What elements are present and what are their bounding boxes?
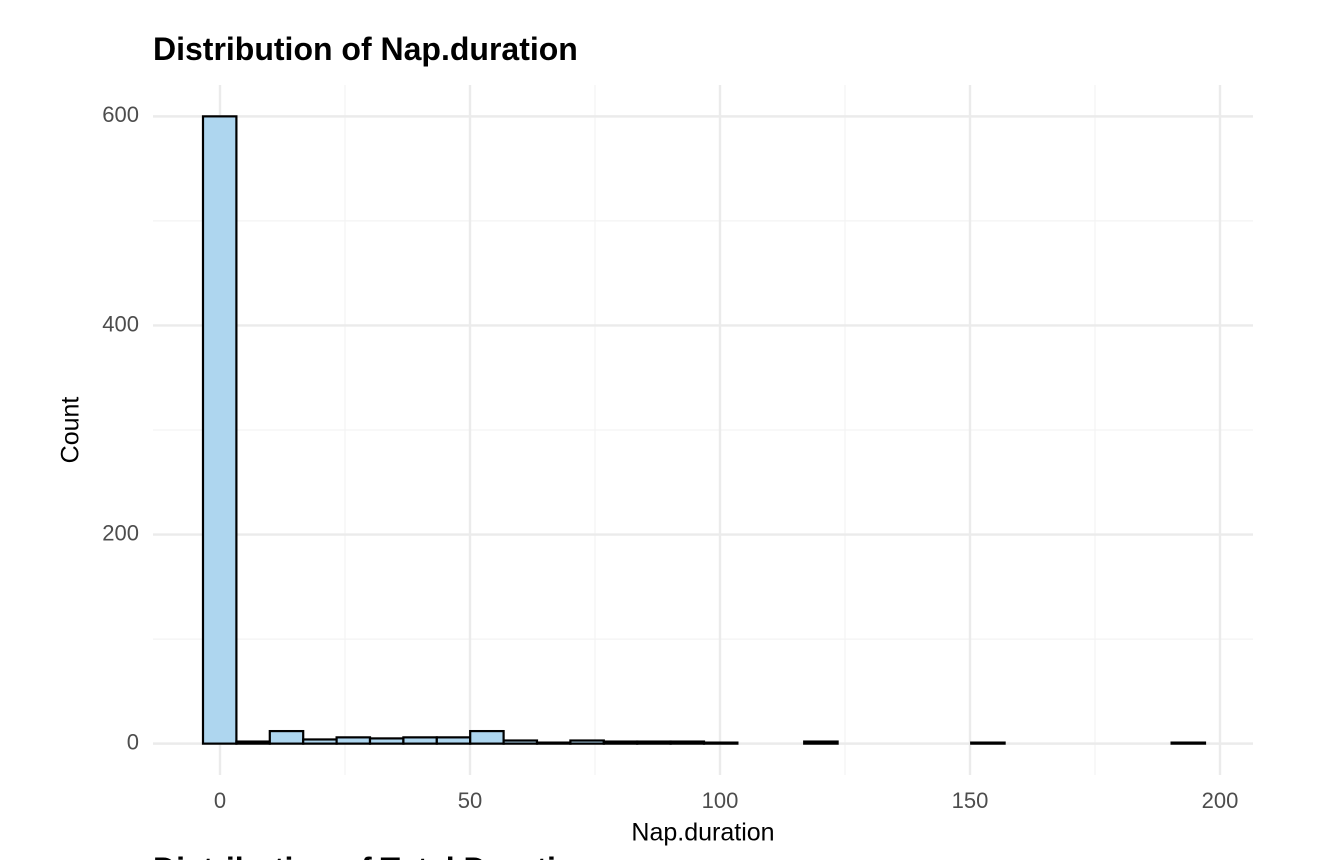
y-tick-label: 400 [102,311,139,336]
histogram-bar [268,729,305,745]
histogram-bar [602,740,639,745]
next-chart-title: Distribution of Total Duration [153,851,595,860]
histogram-bar [302,738,338,745]
histogram-bar [636,740,672,745]
histogram-bar [702,741,739,745]
x-tick-label: 50 [458,788,482,813]
histogram-bar [669,740,706,745]
histogram-bar [970,741,1006,745]
histogram-bar [402,736,438,745]
chart-title: Distribution of Nap.duration [153,31,578,67]
y-tick-label: 0 [127,729,139,754]
histogram-bar [201,115,238,745]
histogram-bar [502,739,539,745]
histogram-bar [368,737,405,745]
histogram-bar [1170,741,1207,745]
x-tick-label: 0 [214,788,226,813]
histogram-bar [335,736,372,745]
y-axis-title: Count [57,397,85,464]
x-tick-label: 150 [952,788,989,813]
histogram-bar [435,736,472,745]
x-tick-label: 200 [1202,788,1239,813]
x-tick-label: 100 [702,788,739,813]
y-tick-label: 200 [102,520,139,545]
histogram-bar [235,740,271,745]
x-axis-title: Nap.duration [631,819,774,847]
histogram-bar [569,739,605,745]
histogram-bar [803,740,839,745]
histogram-bar [535,741,572,745]
y-tick-label: 600 [102,102,139,127]
histogram-bar [469,729,505,745]
